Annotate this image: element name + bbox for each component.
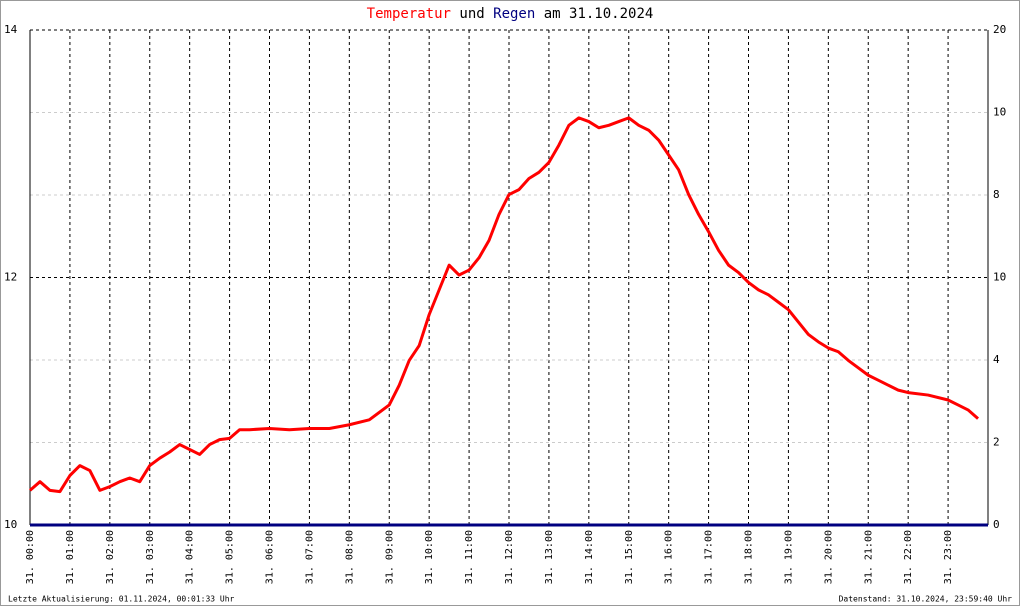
- y2-tick-label: 10: [993, 106, 1006, 119]
- x-tick-label: 31. 02:00: [105, 530, 116, 584]
- x-tick-label: 31. 03:00: [145, 530, 156, 584]
- title-part: und: [459, 6, 484, 22]
- x-tick-label: 31. 11:00: [464, 530, 475, 584]
- title-part: am 31.10.2024: [544, 6, 654, 22]
- y2-tick-label: 10: [993, 271, 1006, 284]
- title-rain: Regen: [493, 6, 535, 22]
- x-tick-label: 31. 17:00: [704, 530, 715, 584]
- x-tick-label: 31. 14:00: [584, 530, 595, 584]
- y2-tick-label: 8: [993, 188, 1000, 201]
- y-tick-label: 10: [4, 518, 17, 531]
- x-tick-label: 31. 12:00: [504, 530, 515, 584]
- x-tick-label: 31. 18:00: [744, 530, 755, 584]
- x-tick-label: 31. 06:00: [265, 530, 276, 584]
- x-tick-label: 31. 23:00: [943, 530, 954, 584]
- x-tick-label: 31. 04:00: [185, 530, 196, 584]
- chart-title: Temperatur und Regen am 31.10.2024: [367, 6, 654, 22]
- y-tick-label: 14: [4, 23, 18, 36]
- x-tick-label: 31. 21:00: [863, 530, 874, 584]
- footer-left: Letzte Aktualisierung: 01.11.2024, 00:01…: [8, 595, 235, 604]
- x-tick-label: 31. 13:00: [544, 530, 555, 584]
- footer-right: Datenstand: 31.10.2024, 23:59:40 Uhr: [839, 595, 1013, 604]
- x-tick-label: 31. 16:00: [664, 530, 675, 584]
- y2-tick-label: 20: [993, 23, 1006, 36]
- x-tick-label: 31. 07:00: [304, 530, 315, 584]
- title-temp: Temperatur: [367, 6, 451, 22]
- x-tick-label: 31. 15:00: [624, 530, 635, 584]
- x-tick-label: 31. 20:00: [823, 530, 834, 584]
- y2-tick-label: 2: [993, 436, 1000, 449]
- x-tick-label: 31. 01:00: [65, 530, 76, 584]
- x-tick-label: 31. 10:00: [424, 530, 435, 584]
- y2-tick-label: 4: [993, 353, 1000, 366]
- series-line: [29, 116, 980, 494]
- x-tick-label: 31. 05:00: [225, 530, 236, 584]
- y2-tick-label: 0: [993, 518, 1000, 531]
- x-tick-label: 31. 00:00: [25, 530, 36, 584]
- x-tick-label: 31. 19:00: [783, 530, 794, 584]
- x-tick-label: 31. 08:00: [344, 530, 355, 584]
- x-tick-label: 31. 09:00: [384, 530, 395, 584]
- x-tick-label: 31. 22:00: [903, 530, 914, 584]
- y-tick-label: 12: [4, 271, 17, 284]
